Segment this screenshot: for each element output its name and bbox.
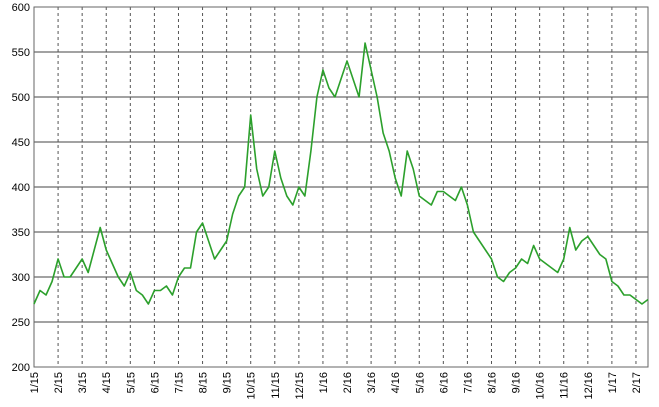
x-tick-label: 7/16 (462, 372, 474, 393)
y-tick-label: 500 (12, 92, 30, 104)
x-tick-label: 2/17 (631, 372, 643, 393)
y-tick-label: 400 (12, 182, 30, 194)
x-tick-label: 7/15 (173, 372, 185, 393)
y-tick-label: 250 (12, 317, 30, 329)
x-tick-label: 10/15 (246, 372, 258, 400)
x-tick-label: 3/16 (366, 372, 378, 393)
y-tick-label: 300 (12, 272, 30, 284)
x-tick-label: 10/16 (535, 372, 547, 400)
x-tick-label: 12/15 (294, 372, 306, 400)
x-tick-label: 1/17 (607, 372, 619, 393)
y-tick-label: 600 (12, 2, 30, 14)
x-tick-label: 4/15 (101, 372, 113, 393)
x-tick-label: 9/16 (511, 372, 523, 393)
x-tick-label: 1/15 (29, 372, 41, 393)
x-tick-label: 9/15 (222, 372, 234, 393)
x-tick-label: 5/15 (125, 372, 137, 393)
x-tick-label: 12/16 (583, 372, 595, 400)
y-tick-label: 450 (12, 137, 30, 149)
x-tick-label: 11/16 (559, 372, 571, 399)
x-tick-label: 8/16 (486, 372, 498, 393)
x-tick-label: 8/15 (198, 372, 210, 393)
y-tick-label: 350 (12, 227, 30, 239)
x-tick-label: 2/16 (342, 372, 354, 393)
x-tick-label: 3/15 (77, 372, 89, 393)
x-tick-label: 1/16 (318, 372, 330, 393)
y-tick-label: 550 (12, 47, 30, 59)
x-tick-label: 11/15 (270, 372, 282, 399)
x-tick-label: 4/16 (390, 372, 402, 393)
x-tick-label: 6/15 (149, 372, 161, 393)
x-tick-label: 2/15 (53, 372, 65, 393)
data-line (33, 42, 649, 305)
plot-border (33, 6, 649, 368)
x-tick-label: 5/16 (414, 372, 426, 393)
x-tick-label: 6/16 (438, 372, 450, 393)
y-tick-label: 200 (12, 362, 30, 374)
